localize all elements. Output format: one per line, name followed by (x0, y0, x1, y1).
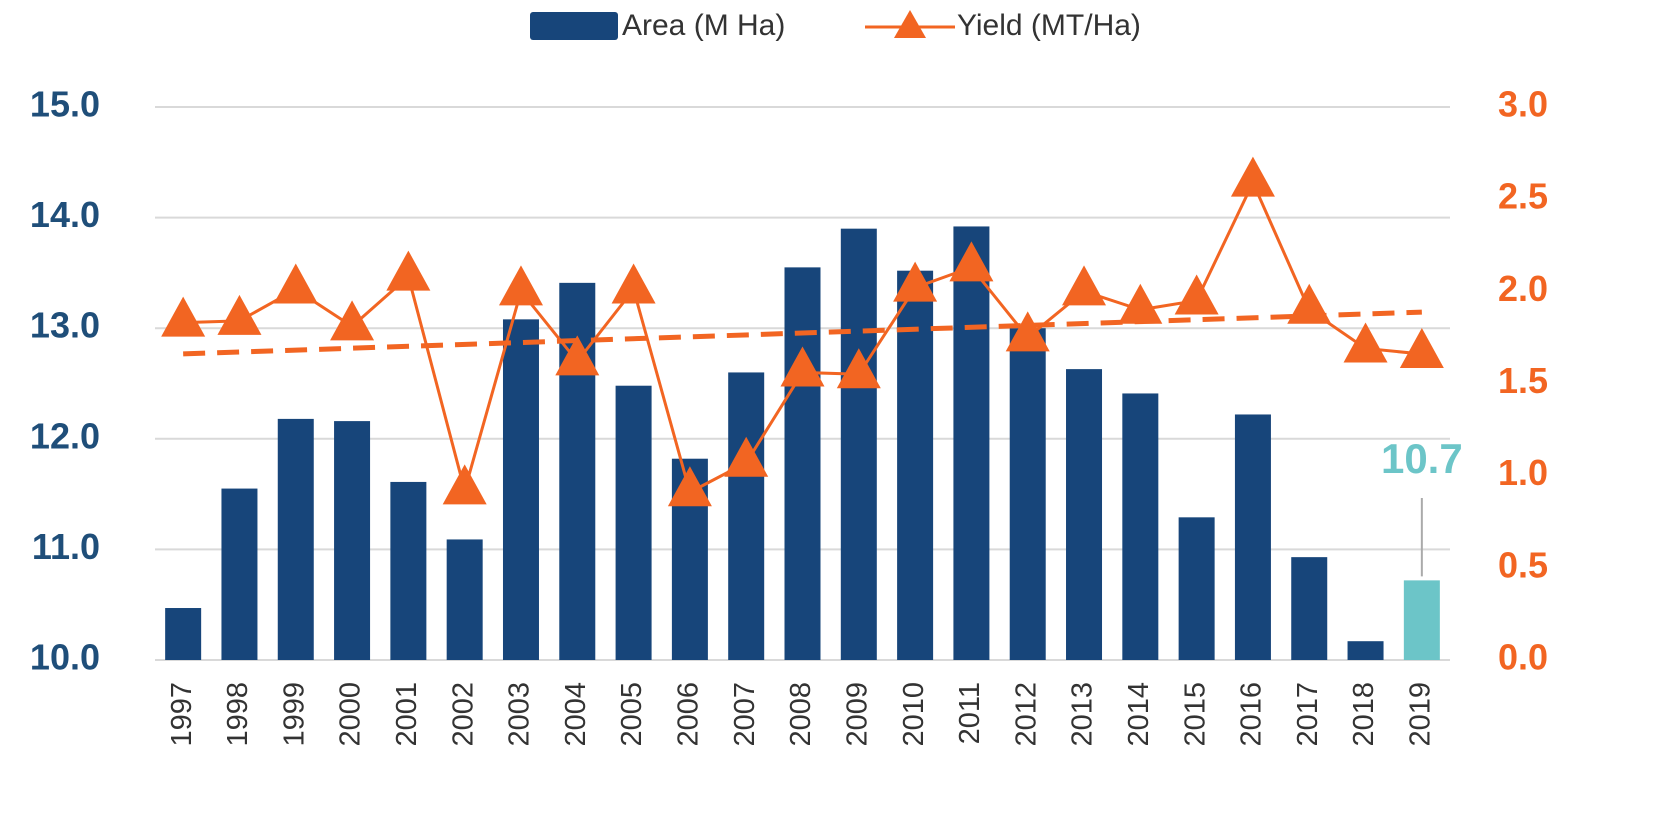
trend-line (183, 309, 1422, 357)
bar (1347, 641, 1384, 660)
x-tick-label: 2017 (1292, 682, 1324, 747)
x-tick-label: 2011 (954, 682, 986, 744)
marker (1174, 274, 1219, 315)
bar (1403, 580, 1440, 660)
bar (446, 539, 483, 660)
x-tick-label: 2002 (447, 682, 479, 747)
legend-label: Yield (MT/Ha) (957, 9, 1141, 42)
y2-tick-label: 0.0 (1498, 637, 1548, 678)
legend-swatch (530, 12, 618, 40)
bar (165, 608, 202, 660)
y2-tick-label: 1.5 (1498, 360, 1548, 401)
marker (442, 464, 487, 505)
y-tick-label: 15.0 (30, 84, 100, 125)
x-tick-label: 2014 (1123, 682, 1155, 747)
y-tick-label: 13.0 (30, 305, 100, 346)
x-tick-label: 1997 (166, 682, 198, 747)
x-tick-label: 2013 (1067, 682, 1099, 747)
marker (1005, 311, 1050, 352)
x-tick-label: 2009 (841, 682, 873, 747)
marker (780, 346, 825, 387)
bar (1234, 414, 1271, 660)
marker (611, 263, 656, 304)
bar (728, 372, 765, 660)
marker (667, 466, 712, 507)
marker (1230, 156, 1275, 197)
y-tick-label: 10.0 (30, 637, 100, 678)
marker (836, 348, 881, 389)
x-tick-label: 2010 (898, 682, 930, 747)
bar (502, 319, 539, 660)
x-tick-label: 2006 (673, 682, 705, 747)
y2-tick-label: 2.0 (1498, 268, 1548, 309)
x-tick-label: 2001 (391, 682, 423, 747)
x-tick-label: 2015 (1179, 682, 1211, 747)
x-tick-label: 2000 (335, 682, 367, 747)
y2-tick-label: 1.0 (1498, 452, 1548, 493)
marker (949, 241, 994, 282)
marker (273, 263, 318, 304)
bar (615, 385, 652, 660)
bar (897, 270, 934, 660)
bar (840, 228, 877, 660)
y2-tick-label: 0.5 (1498, 544, 1548, 585)
x-tick-label: 1998 (222, 682, 254, 747)
marker (893, 261, 938, 302)
bar (334, 421, 371, 660)
marker (498, 265, 543, 306)
bar (1178, 517, 1215, 660)
marker (386, 250, 431, 291)
bar (784, 267, 821, 660)
y-tick-label: 14.0 (30, 194, 100, 235)
x-tick-label: 2008 (785, 682, 817, 747)
x-tick-label: 2018 (1348, 682, 1380, 747)
y2-tick-label: 2.5 (1498, 176, 1548, 217)
y-tick-label: 11.0 (32, 526, 100, 567)
x-tick-label: 1999 (278, 682, 310, 747)
x-tick-label: 2016 (1236, 682, 1268, 747)
marker (1062, 265, 1107, 306)
marker (555, 335, 600, 376)
bar (390, 481, 427, 660)
x-tick-label: 2012 (1010, 682, 1042, 747)
marker (161, 296, 206, 337)
x-tick-label: 2003 (504, 682, 536, 747)
x-tick-label: 2007 (729, 682, 761, 747)
marker (1118, 283, 1163, 324)
bar (1009, 328, 1046, 660)
bar (1066, 369, 1103, 660)
bar (221, 488, 258, 660)
data-label: 10.7 (1381, 435, 1463, 482)
bar (953, 226, 990, 660)
bar (1122, 393, 1159, 660)
legend-label: Area (M Ha) (622, 9, 785, 42)
marker (1343, 322, 1388, 363)
x-tick-label: 2004 (560, 682, 592, 747)
marker (1399, 328, 1444, 369)
legend-marker (894, 10, 926, 38)
bar (277, 418, 314, 660)
marker (1287, 283, 1332, 324)
marker (724, 436, 769, 477)
x-tick-label: 2019 (1405, 682, 1437, 747)
y2-tick-label: 3.0 (1498, 84, 1548, 125)
bar (1291, 557, 1328, 660)
y-tick-label: 12.0 (30, 415, 100, 456)
marker (330, 300, 375, 341)
marker (217, 294, 262, 335)
x-tick-label: 2005 (616, 682, 648, 747)
